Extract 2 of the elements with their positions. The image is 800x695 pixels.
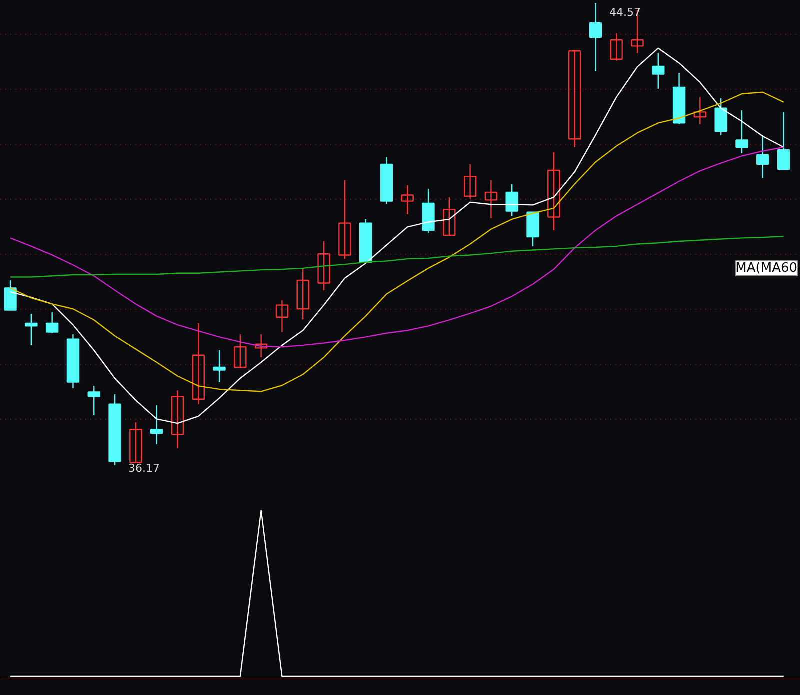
annotation: 36.17 <box>128 462 160 475</box>
annotation: MA(MA60 <box>736 261 798 276</box>
